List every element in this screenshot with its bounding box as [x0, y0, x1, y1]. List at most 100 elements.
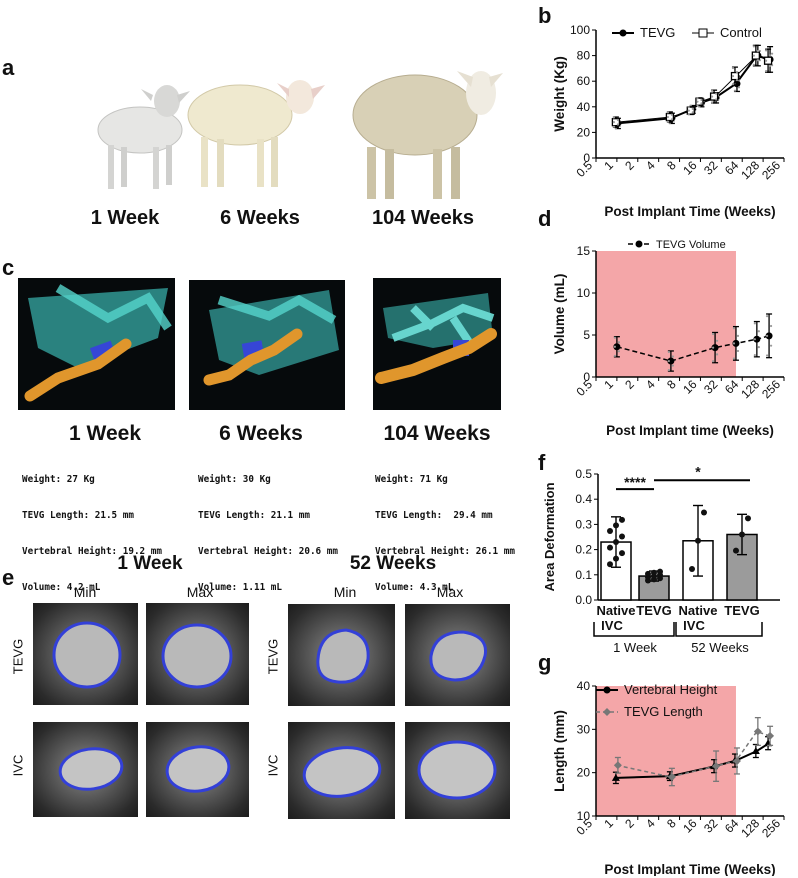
- sample-point: [731, 83, 735, 86]
- y-tick-label: 30: [577, 722, 591, 736]
- sample-point: [607, 561, 613, 568]
- sample-point: [737, 86, 741, 89]
- sample-point: [710, 101, 714, 104]
- sample-point: [612, 116, 615, 119]
- y-tick-label: 0: [583, 370, 590, 384]
- panel-label-a: a: [2, 55, 15, 80]
- x-tick-label: 1: [601, 158, 616, 173]
- sample-point: [766, 46, 770, 50]
- sample-point: [616, 123, 619, 126]
- x-tick-label: 2: [622, 377, 637, 392]
- x-tick-label: 32: [701, 158, 721, 178]
- sample-point: [739, 531, 745, 538]
- sample-point: [764, 49, 768, 52]
- sample-point: [689, 566, 695, 573]
- sample-point: [732, 327, 736, 330]
- x-tick-label: 8: [664, 377, 679, 392]
- sample-point: [616, 118, 619, 121]
- group-label: 52 Weeks: [691, 640, 749, 655]
- sample-point: [691, 111, 694, 114]
- sample-point: [715, 339, 719, 342]
- sample-point: [765, 354, 769, 357]
- x-tick-label: 64: [722, 377, 742, 397]
- y-axis-label: Volume (mL): [552, 274, 567, 355]
- sample-point: [731, 66, 735, 70]
- sample-point: [667, 359, 670, 363]
- x-tick-label: 8: [664, 816, 679, 831]
- significance-label: *: [695, 463, 701, 479]
- ct-stats-104-weeks: Weight: 71 Kg TEVG Length: 29.4 mm Verte…: [375, 450, 515, 606]
- data-point: [611, 118, 621, 127]
- panel-label-f: f: [538, 450, 546, 475]
- x-tick-label: 0.5: [573, 158, 595, 180]
- sample-point: [770, 52, 774, 55]
- sample-point: [612, 121, 615, 124]
- mri-ivc-52wk-min: [288, 722, 395, 819]
- stat-volume: Volume: 4.2 mL: [22, 582, 101, 593]
- ct-stats-1-week: Weight: 27 Kg TEVG Length: 21.5 mm Verte…: [22, 450, 162, 606]
- y-tick-label: 0.4: [575, 492, 592, 506]
- shaded-region: [596, 251, 736, 377]
- y-tick-label: 40: [577, 679, 591, 693]
- x-tick-label: 4: [643, 816, 658, 831]
- mri-ivc-52wk-max: [405, 722, 510, 819]
- sample-point: [765, 334, 769, 337]
- sample-point: [613, 336, 616, 339]
- sample-point: [735, 79, 739, 82]
- y-tick-label: 0.2: [575, 543, 592, 557]
- data-point: [613, 761, 622, 770]
- sample-point: [657, 568, 663, 575]
- stat-tevg-length: TEVG Length: 21.5 mm: [22, 510, 134, 521]
- x-tick-label: 8: [664, 158, 679, 173]
- sample-point: [731, 74, 735, 78]
- sample-point: [671, 355, 674, 358]
- data-point: [709, 92, 719, 101]
- panel-label-g: g: [538, 650, 552, 675]
- x-axis-label: Post Implant time (Weeks): [606, 423, 774, 438]
- sample-point: [715, 353, 719, 356]
- sample-point: [752, 63, 755, 66]
- ct-caption-104-weeks: 104 Weeks: [383, 422, 491, 445]
- x-tick-label: 2: [622, 158, 637, 173]
- sample-point: [696, 100, 699, 103]
- mri-row-ivc-1: IVC: [10, 754, 26, 777]
- stat-volume: Volume: 1.11 mL: [198, 582, 282, 593]
- sample-point: [711, 346, 715, 349]
- ct-image-6-weeks: [189, 280, 345, 410]
- sheep-1-week: [97, 85, 190, 189]
- ct-image-104-weeks: [373, 278, 501, 410]
- sample-point: [671, 364, 674, 367]
- x-subcategory-label: IVC: [683, 618, 705, 633]
- stat-weight: Weight: 27 Kg: [22, 474, 95, 485]
- ct-image-1-week: [18, 278, 175, 410]
- x-tick-label: 64: [722, 816, 742, 836]
- sheep-6-weeks: [187, 80, 325, 187]
- sample-point: [645, 570, 651, 577]
- sample-point: [733, 89, 737, 92]
- sample-point: [607, 527, 613, 534]
- sample-point: [764, 59, 768, 62]
- significance-label: ****: [624, 474, 646, 490]
- sample-point: [711, 332, 715, 336]
- data-point: [766, 731, 775, 740]
- sample-point: [617, 350, 620, 353]
- sample-point: [687, 112, 690, 116]
- sample-point: [745, 515, 751, 522]
- legend-label: TEVG Length: [624, 704, 703, 719]
- sample-point: [617, 341, 620, 344]
- data-point: [711, 344, 719, 352]
- y-tick-label: 10: [577, 286, 591, 300]
- sample-point: [619, 516, 625, 523]
- sample-point: [768, 54, 772, 57]
- sample-point: [753, 338, 756, 341]
- legend-label: Control: [720, 25, 762, 40]
- mri-tevg-52wk-max: [405, 604, 510, 706]
- stat-tevg-length: TEVG Length: 21.1 mm: [198, 510, 310, 521]
- sample-point: [687, 109, 690, 112]
- y-tick-label: 0.3: [575, 517, 592, 531]
- data-point: [611, 773, 620, 781]
- data-point: [686, 106, 695, 115]
- sample-point: [710, 95, 714, 98]
